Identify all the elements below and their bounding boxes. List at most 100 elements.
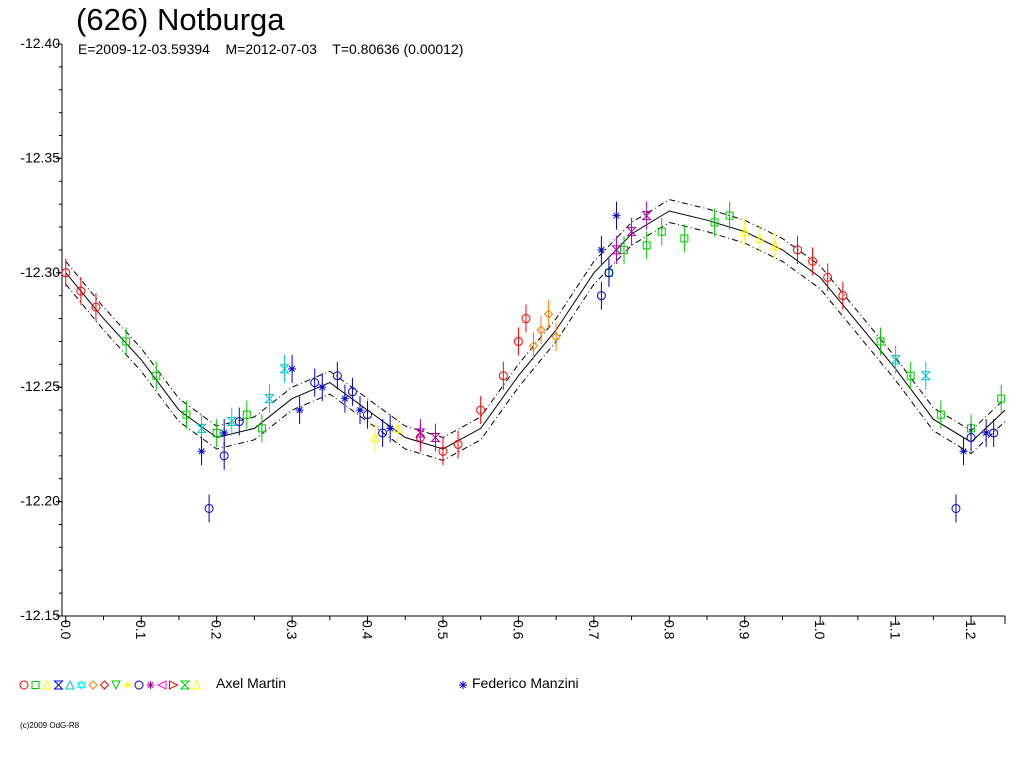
- y-tick-label: -12.40: [20, 35, 60, 51]
- y-tick-label: -12.35: [20, 149, 60, 165]
- data-point: [513, 336, 523, 346]
- data-point: [370, 432, 380, 443]
- legend-marker: [156, 680, 167, 690]
- data-point: [438, 446, 448, 456]
- legend-marker: [111, 680, 121, 691]
- data-point: [392, 423, 403, 433]
- x-tick-label: 0.6: [510, 620, 526, 640]
- data-point: [597, 245, 606, 254]
- data-point: [152, 371, 161, 380]
- data-point: [808, 256, 818, 266]
- data-point: [279, 364, 290, 374]
- data-point: [182, 410, 191, 419]
- x-tick-label: 0.3: [284, 620, 300, 640]
- data-point: [295, 406, 304, 415]
- data-point: [657, 227, 666, 236]
- data-point: [257, 424, 266, 433]
- data-point: [196, 423, 207, 433]
- data-point: [906, 371, 915, 380]
- data-point: [340, 394, 349, 403]
- legend-marker: [123, 681, 132, 689]
- data-point: [288, 364, 297, 373]
- legend-label-axel-martin: Axel Martin: [216, 675, 287, 691]
- data-point: [234, 417, 244, 427]
- legend-marker: [134, 680, 144, 690]
- data-point: [332, 371, 342, 381]
- legend-marker: [459, 681, 467, 689]
- data-point: [521, 314, 531, 324]
- data-point: [641, 211, 652, 221]
- y-tick-label: -12.20: [20, 493, 60, 509]
- data-point: [890, 355, 901, 365]
- data-series-6: [415, 201, 652, 452]
- legend-markers-axel-martin: [19, 679, 202, 691]
- data-point: [920, 371, 931, 381]
- data-point: [982, 428, 991, 437]
- data-point: [415, 428, 426, 438]
- data-point: [612, 211, 621, 220]
- data-point: [498, 371, 508, 381]
- data-point: [528, 341, 539, 351]
- data-point: [551, 332, 561, 342]
- data-point: [318, 383, 327, 392]
- data-series-4: [528, 299, 561, 361]
- data-point: [264, 394, 275, 404]
- data-series-2: [370, 217, 780, 452]
- x-tick-label: 0.5: [435, 620, 451, 640]
- data-point: [725, 211, 734, 220]
- data-point: [226, 417, 237, 427]
- data-point: [310, 378, 320, 388]
- data-point: [823, 272, 833, 282]
- chart-subtitle: E=2009-12-03.59394 M=2012-07-03 T=0.8063…: [78, 41, 464, 57]
- data-series-5: [204, 258, 999, 523]
- x-tick-label: 0.4: [360, 620, 376, 640]
- data-point: [536, 325, 546, 335]
- legend-marker: [42, 679, 52, 690]
- data-point: [347, 387, 357, 397]
- data-point: [355, 406, 364, 415]
- x-tick-label: 1.0: [812, 620, 828, 640]
- data-point: [363, 410, 373, 420]
- data-point: [680, 234, 689, 243]
- data-point: [997, 394, 1006, 403]
- data-point: [76, 286, 86, 296]
- data-series-1: [122, 201, 1006, 447]
- legend-marker: [19, 680, 29, 690]
- data-point: [378, 428, 388, 438]
- x-tick-label: 0.9: [737, 620, 753, 640]
- data-point: [876, 337, 885, 346]
- data-point: [212, 428, 221, 437]
- data-point: [642, 241, 651, 250]
- y-tick-label: -12.25: [20, 378, 60, 394]
- chart-plot: -12.40 -12.35 -12.30 -12.25 -12.20 -12.150.0 0…: [20, 35, 1006, 640]
- data-point: [386, 424, 395, 433]
- data-point: [770, 240, 780, 250]
- data-point: [620, 245, 629, 254]
- legend-marker: [146, 681, 155, 689]
- data-point: [61, 268, 71, 278]
- data-series-3: [196, 345, 931, 443]
- legend-marker: [53, 680, 64, 690]
- data-point: [122, 337, 131, 346]
- fit-band-lower: [65, 221, 1006, 461]
- data-point: [197, 447, 206, 456]
- data-point: [626, 227, 637, 237]
- data-point: [596, 291, 606, 301]
- fit-curve: [65, 210, 1006, 450]
- data-series-7: [197, 201, 991, 466]
- x-tick-label: 1.1: [888, 620, 904, 640]
- data-point: [959, 447, 968, 456]
- legend-markers-federico-manzini: [459, 681, 467, 689]
- legend-marker: [76, 680, 87, 690]
- data-point: [543, 309, 554, 319]
- data-point: [739, 226, 750, 237]
- x-tick-label: 0.2: [209, 620, 225, 640]
- data-point: [91, 302, 101, 312]
- x-tick-label: 0.1: [133, 620, 149, 640]
- data-point: [710, 218, 719, 227]
- legend-marker: [179, 680, 191, 690]
- legend-marker: [99, 680, 110, 690]
- fit-band-upper: [65, 199, 1006, 439]
- data-point: [220, 428, 229, 437]
- data-point: [219, 451, 229, 461]
